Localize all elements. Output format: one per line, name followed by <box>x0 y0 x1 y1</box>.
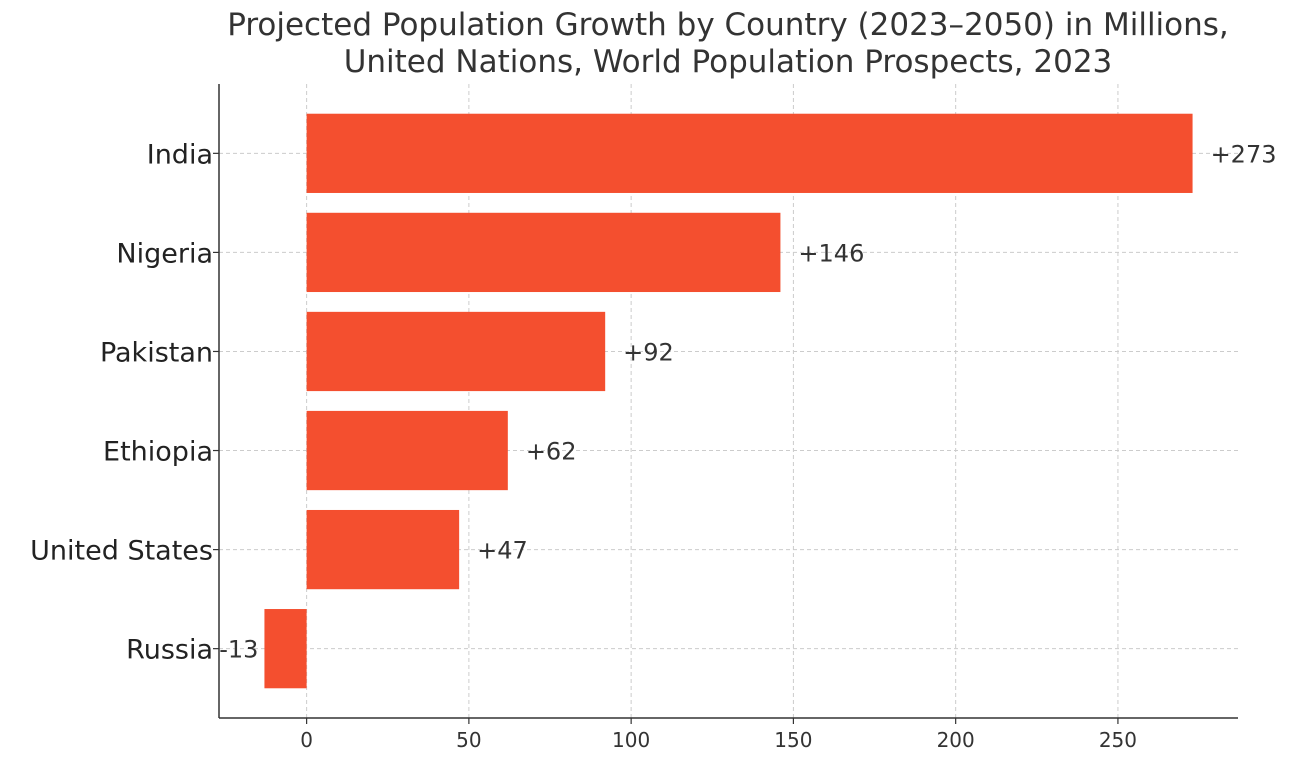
x-tick-label: 0 <box>300 728 313 752</box>
bar <box>306 311 606 392</box>
bar <box>306 113 1193 193</box>
bar-value-label: +92 <box>623 338 674 366</box>
bar <box>306 212 781 293</box>
bar <box>306 410 508 491</box>
y-tick-label: Russia <box>126 635 213 666</box>
bar-value-label: +47 <box>477 537 528 565</box>
x-tick-label: 50 <box>456 728 481 752</box>
chart-title: Projected Population Growth by Country (… <box>227 7 1229 43</box>
bar-value-label: +273 <box>1211 140 1277 168</box>
x-tick-label: 250 <box>1099 728 1137 752</box>
chart-subtitle: United Nations, World Population Prospec… <box>343 44 1113 80</box>
x-tick-label: 100 <box>612 728 650 752</box>
labels: +273 +146 +92 +62 +47 -13 0 50 100 150 200 250 India… <box>30 139 1276 752</box>
bar-value-label: +146 <box>798 239 864 267</box>
bars <box>264 113 1193 689</box>
y-tick-label: Nigeria <box>116 238 213 269</box>
x-tick-label: 200 <box>937 728 975 752</box>
bar-value-label: -13 <box>219 636 258 664</box>
bar <box>264 609 307 689</box>
axes <box>213 84 1238 724</box>
bar <box>306 509 460 590</box>
y-tick-label: India <box>147 139 213 170</box>
y-tick-label: United States <box>30 536 213 567</box>
y-tick-label: Pakistan <box>100 337 213 368</box>
bar-value-label: +62 <box>526 438 577 466</box>
y-tick-label: Ethiopia <box>103 437 213 468</box>
x-tick-label: 150 <box>774 728 812 752</box>
